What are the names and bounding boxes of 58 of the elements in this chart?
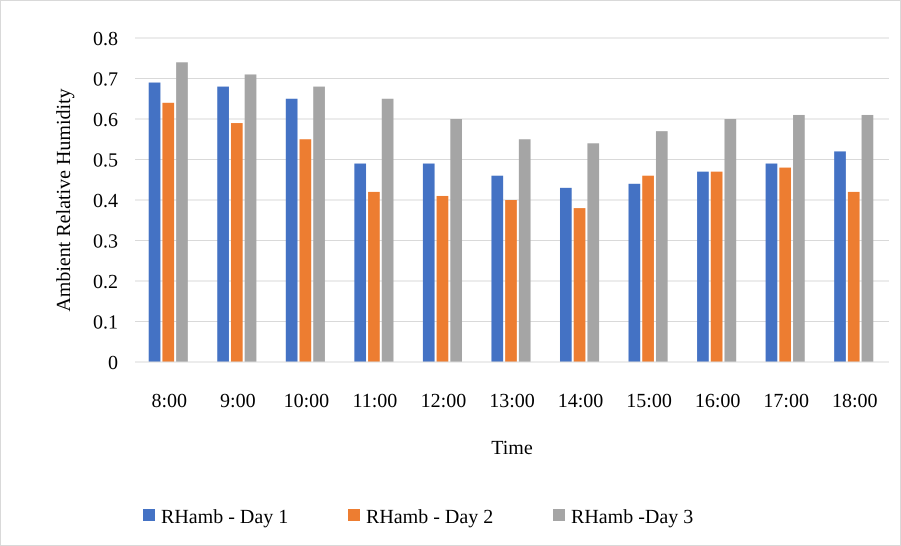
bar [230, 123, 243, 362]
bar [244, 74, 256, 362]
bar [436, 196, 448, 362]
x-tick-label: 9:00 [220, 390, 256, 412]
bar [656, 131, 668, 362]
legend-label: RHamb - Day 1 [161, 506, 288, 528]
bar [313, 86, 325, 362]
bar [368, 192, 380, 362]
bar [710, 172, 722, 362]
bar [422, 164, 435, 362]
x-tick-label: 10:00 [284, 390, 330, 412]
x-tick-label: 17:00 [763, 390, 809, 412]
x-tick-label: 8:00 [151, 390, 188, 412]
bar [766, 164, 778, 362]
x-tick-label: 14:00 [558, 390, 604, 412]
y-tick-label: 0.1 [93, 312, 118, 334]
y-tick-label: 0.2 [93, 271, 118, 293]
bar [148, 82, 160, 362]
bar [862, 114, 874, 362]
y-tick-label: 0.5 [93, 150, 118, 172]
bar [450, 119, 462, 362]
x-tick-label: 15:00 [626, 390, 672, 412]
bar [779, 168, 792, 362]
bar [518, 139, 531, 362]
x-tick-label: 13:00 [489, 390, 535, 412]
bar [382, 98, 394, 362]
legend-label: RHamb -Day 3 [571, 506, 694, 528]
bar [505, 200, 517, 362]
y-tick-label: 0 [108, 352, 118, 374]
bar [217, 86, 229, 362]
bar [162, 102, 174, 362]
bar [587, 143, 600, 362]
bar [560, 188, 572, 362]
bar [354, 164, 366, 362]
bar [491, 176, 504, 362]
bar [793, 114, 805, 362]
y-tick-label: 0.8 [93, 28, 118, 50]
x-tick-label: 18:00 [832, 390, 878, 412]
bar [300, 139, 312, 362]
bar [697, 172, 709, 362]
bar [286, 98, 298, 362]
bar [724, 119, 736, 362]
y-tick-label: 0.6 [93, 109, 118, 131]
y-axis-title: Ambient Relative Humidity [53, 88, 75, 312]
bar [574, 208, 586, 362]
y-tick-label: 0.7 [93, 68, 118, 90]
legend-label: RHamb - Day 2 [366, 506, 494, 528]
x-tick-label: 16:00 [694, 390, 740, 412]
y-tick-label: 0.4 [93, 190, 118, 212]
bar [642, 176, 654, 362]
bar [176, 62, 188, 362]
x-tick-label: 12:00 [420, 390, 466, 412]
bar [834, 151, 846, 362]
x-axis-title: Time [491, 437, 533, 459]
bar [848, 192, 860, 362]
y-tick-label: 0.3 [93, 230, 118, 252]
bar [628, 184, 640, 362]
x-tick-label: 11:00 [352, 390, 398, 412]
